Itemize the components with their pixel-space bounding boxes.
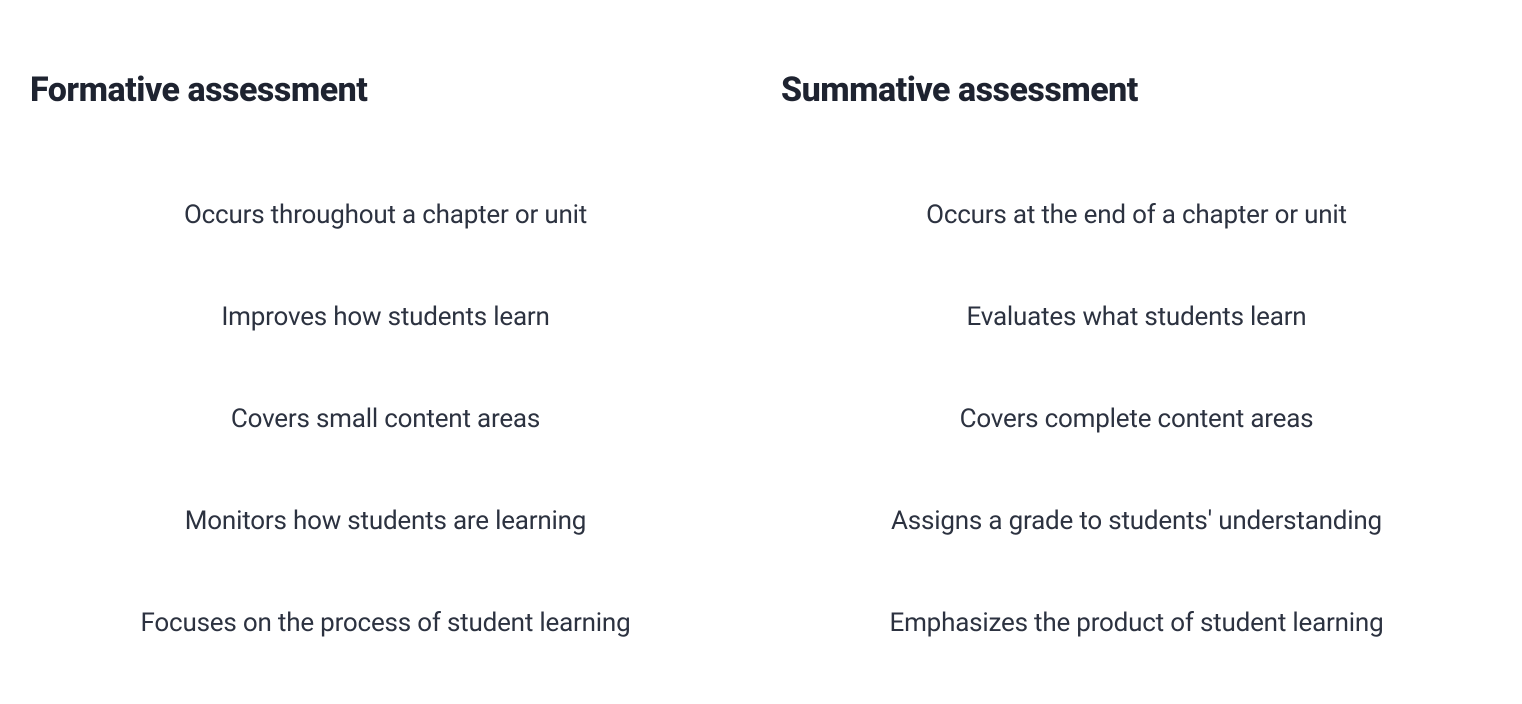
list-item: Covers complete content areas: [960, 404, 1314, 434]
summative-column: Summative assessment Occurs at the end o…: [781, 70, 1492, 638]
formative-heading: Formative assessment: [30, 70, 741, 110]
list-item: Improves how students learn: [221, 302, 549, 332]
list-item: Emphasizes the product of student learni…: [890, 608, 1384, 638]
formative-column: Formative assessment Occurs throughout a…: [30, 70, 741, 638]
list-item: Occurs at the end of a chapter or unit: [926, 200, 1347, 230]
list-item: Covers small content areas: [231, 404, 540, 434]
list-item: Focuses on the process of student learni…: [141, 608, 631, 638]
list-item: Monitors how students are learning: [185, 506, 586, 536]
formative-items: Occurs throughout a chapter or unit Impr…: [30, 200, 741, 638]
summative-items: Occurs at the end of a chapter or unit E…: [781, 200, 1492, 638]
comparison-columns: Formative assessment Occurs throughout a…: [30, 70, 1492, 638]
summative-heading: Summative assessment: [781, 70, 1492, 110]
list-item: Occurs throughout a chapter or unit: [184, 200, 587, 230]
list-item: Assigns a grade to students' understandi…: [891, 506, 1382, 536]
list-item: Evaluates what students learn: [967, 302, 1307, 332]
